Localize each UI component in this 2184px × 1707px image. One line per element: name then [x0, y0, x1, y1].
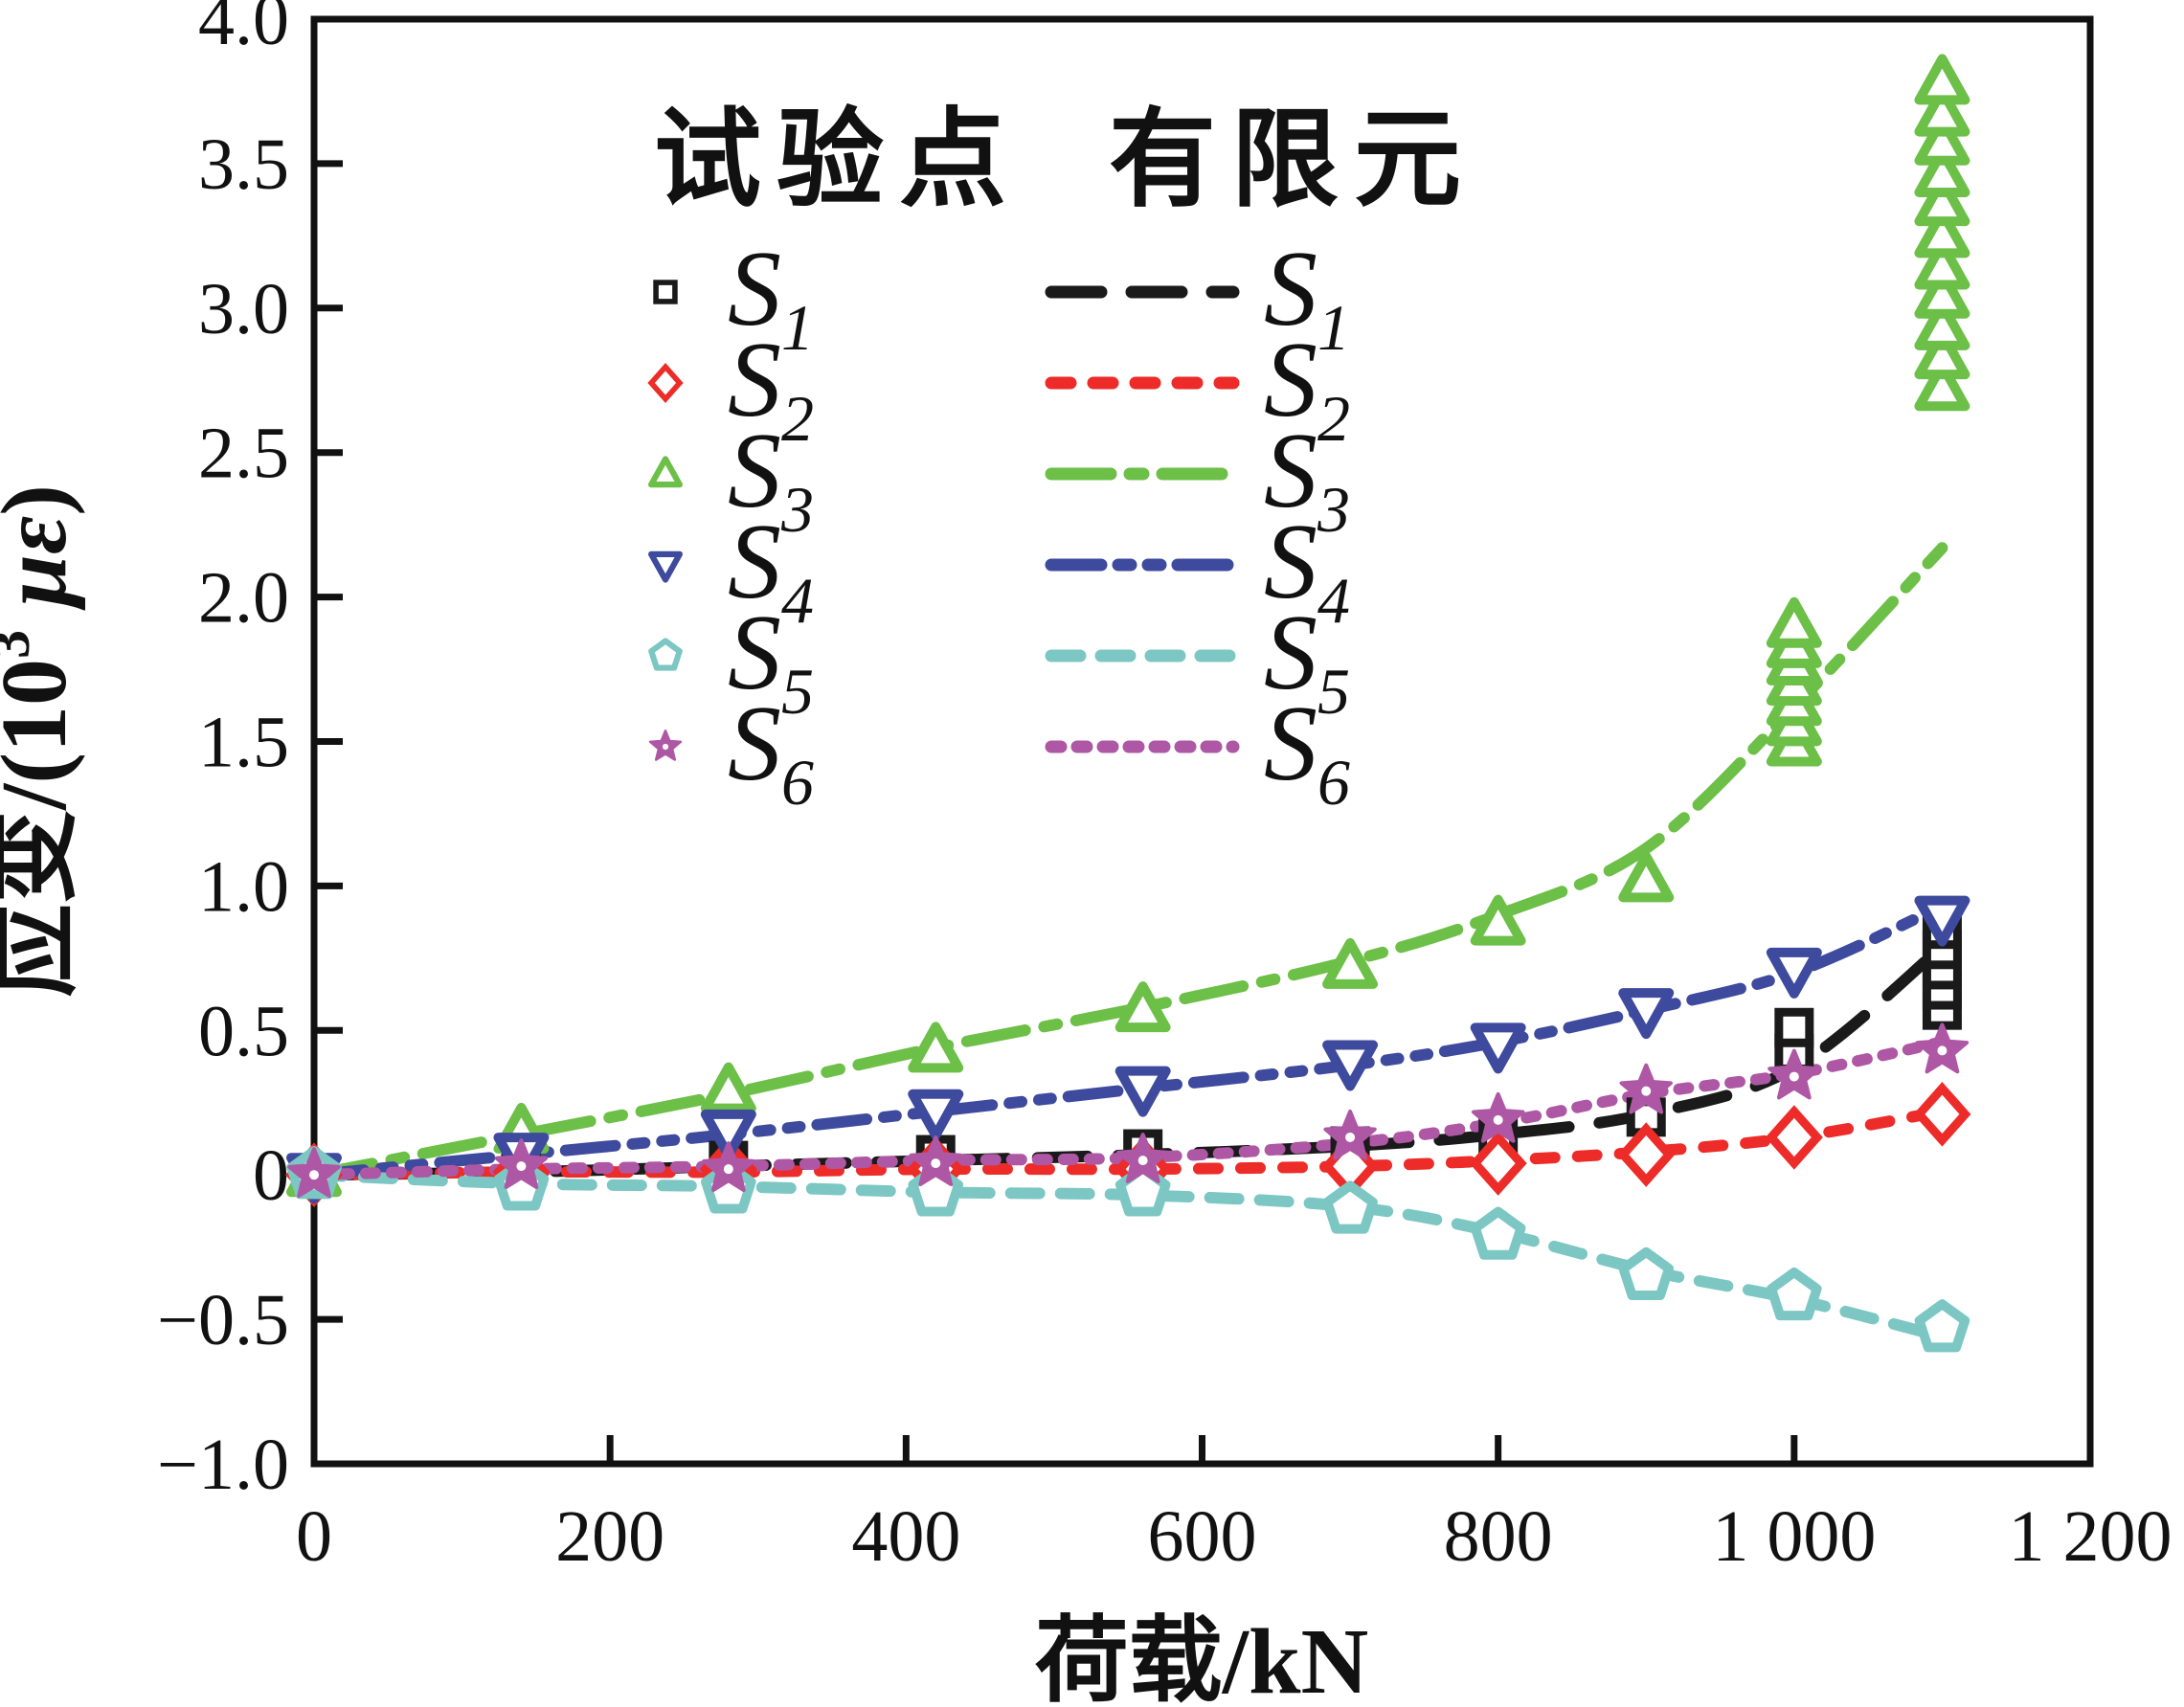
y-tick-label: −0.5 [157, 1280, 289, 1360]
y-tick-label: 0 [253, 1135, 289, 1216]
plot-border [310, 15, 2094, 1468]
legend-marker-label: S3 [728, 412, 814, 546]
series-s5-fem-line [308, 1169, 1948, 1343]
series-s6-fem-line [308, 1036, 1948, 1181]
x-tick-label: 800 [1444, 1496, 1553, 1577]
legend-header-test-points: 试验点 [654, 101, 1022, 220]
legend-line-label: S6 [1264, 685, 1350, 819]
y-axis-title: 应变/(103 με) [0, 484, 86, 998]
x-tick-label: 200 [555, 1496, 664, 1577]
legend-row-s2: S2 S2 [647, 321, 1350, 455]
y-tick-label: 4.0 [198, 0, 289, 60]
y-tick-label: 2.5 [198, 414, 289, 494]
x-tick-label: 0 [296, 1496, 332, 1577]
series-s6-markers [287, 1022, 1970, 1199]
series-s3-markers [286, 54, 1970, 1198]
legend-line-label: S1 [1264, 230, 1350, 364]
x-tick-label: 1 200 [2009, 1496, 2173, 1577]
legend-marker-label: S4 [728, 503, 814, 637]
legend-marker-label: S1 [728, 230, 814, 364]
y-tick-label: 2.0 [198, 558, 289, 639]
legend-row-s5: S5 S5 [648, 594, 1350, 728]
axis-ticks: 0 200 400 600 800 1 000 1 200 4.0 3.5 3.0 2.5 2.0 1.… [157, 0, 2172, 1577]
x-tick-label: 600 [1148, 1496, 1257, 1577]
legend-line-label: S2 [1264, 321, 1350, 455]
y-tick-label: 1.5 [198, 703, 289, 783]
y-tick-label: 1.0 [198, 846, 289, 927]
legend-line-label: S5 [1264, 594, 1350, 728]
legend-marker-label: S2 [728, 321, 814, 455]
legend-row-s1: S1 S1 [653, 230, 1350, 364]
legend-row-s6: S6 S6 [648, 685, 1350, 819]
legend-line-label: S3 [1264, 412, 1350, 546]
legend-row-s4: S4 S4 [648, 503, 1350, 637]
x-tick-label: 400 [851, 1496, 960, 1577]
series-s4-fem-line [308, 900, 1948, 1181]
x-axis-title: 荷载/kN [1035, 1610, 1369, 1707]
legend-header-fem: 有限元 [1109, 101, 1476, 220]
x-tick-label: 1 000 [1712, 1496, 1876, 1577]
y-tick-label: −1.0 [157, 1425, 289, 1505]
y-tick-label: 0.5 [198, 991, 289, 1071]
y-tick-label: 3.0 [198, 269, 289, 349]
legend-line-label: S4 [1264, 503, 1350, 637]
legend-marker-label: S5 [728, 594, 814, 728]
series-s3-fem-line [308, 542, 1948, 1181]
legend-row-s3: S3 S3 [648, 412, 1350, 546]
legend-marker-label: S6 [728, 685, 814, 819]
y-tick-label: 3.5 [198, 124, 289, 205]
